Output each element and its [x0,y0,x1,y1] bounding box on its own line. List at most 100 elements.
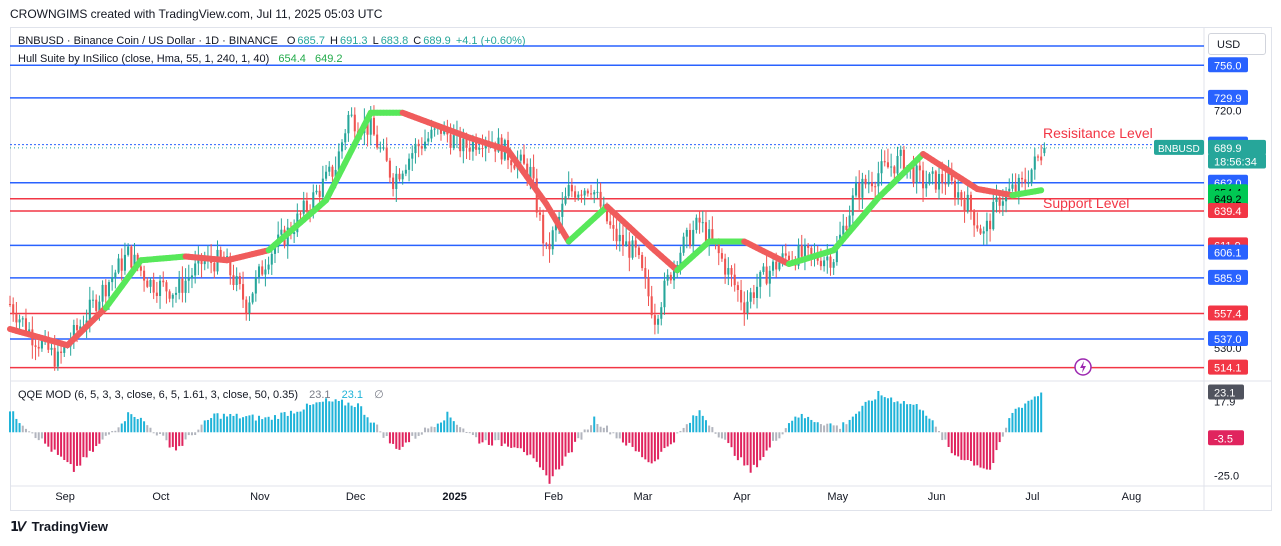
candle [382,138,385,151]
candle [257,263,261,284]
qqe-bar [388,432,391,444]
qqe-bar [826,423,829,433]
qqe-bar [168,432,171,448]
candle [736,281,739,302]
candle [149,277,152,294]
candle [915,159,918,194]
candle-body [768,270,771,284]
qqe-bar [187,432,190,436]
candle-body [928,173,931,184]
qqe-bar [558,432,561,470]
candle [165,280,168,304]
qqe-bar [692,415,695,433]
qqe-bar [669,432,672,445]
candle [698,211,701,234]
candle-body [554,222,557,231]
candle-body [187,278,190,281]
qqe-bar [414,432,417,439]
symbol-legend[interactable]: BNBUSD · Binance Coin / US Dollar · 1D ·… [18,35,528,47]
qqe-bar [280,412,283,433]
candle [803,238,806,271]
candle-body [433,128,436,130]
qqe-bar [382,432,385,438]
candle-body [107,282,111,297]
candle-body [56,351,59,367]
candle [398,168,401,182]
candle-body [481,148,484,150]
candle-body [471,140,474,152]
qqe-bar [695,415,698,433]
candle [982,226,985,245]
candle-body [60,351,63,353]
candle [385,137,388,163]
qqe-bar [516,432,519,449]
currency-button[interactable]: USD [1208,33,1266,55]
qqe-bar [797,417,800,433]
qqe-bar [995,432,998,451]
qqe-label: -3.5 [1214,433,1233,445]
qqe-bar [1030,399,1033,433]
qqe-bar [883,397,886,433]
candle [960,189,963,207]
lightning-icon [1074,358,1092,376]
qqe-bar [644,432,647,460]
qqe-bar [938,431,941,433]
qqe-legend[interactable]: QQE MOD (6, 5, 3, 3, close, 6, 5, 1.61, … [18,388,386,401]
candle [159,275,162,309]
qqe-bar [743,432,746,466]
candle-body [953,180,957,198]
qqe-bar [733,432,736,456]
candle [752,284,755,305]
qqe-bar [210,418,213,433]
candle-body [676,265,679,267]
qqe-bar [641,432,644,458]
candle [756,273,759,309]
candle-body [238,276,241,285]
qqe-bar [823,425,826,433]
qqe-bar [127,412,130,433]
qqe-bar [37,432,40,441]
candle-body [519,154,522,161]
low-label: L [372,35,379,47]
qqe-bar [985,432,988,470]
qqe-bar [666,432,669,447]
candle [934,169,937,193]
candle-body [941,173,944,183]
candle [864,174,867,189]
candle-body [893,166,896,174]
candle [845,216,848,233]
candle-body [139,266,142,271]
candle [146,277,149,289]
candle-body [395,173,398,189]
qqe-bar [98,432,101,444]
candle [650,285,653,319]
qqe-bar [497,432,500,441]
candle-body [149,279,152,287]
candle-body [213,262,216,272]
qqe-bar [60,432,63,457]
candle-body [628,241,631,258]
candle-body [692,229,695,246]
qqe-bar [232,415,235,433]
candle-body [708,229,711,243]
candle-body [883,161,886,163]
tradingview-brand[interactable]: 𝟭𝘝 TradingView [10,519,108,535]
qqe-bar [717,432,720,438]
qqe-bar [762,432,765,457]
candle [966,183,969,214]
qqe-bar [194,432,197,436]
candle [551,226,554,255]
candle-body [902,149,905,174]
candle-body [382,147,385,149]
candle [21,316,24,327]
hull-legend[interactable]: Hull Suite by InSilico (close, Hma, 55, … [18,53,344,65]
candle-body [666,274,669,281]
candle-body [759,271,762,287]
candle-body [1011,184,1014,189]
qqe-bar [957,432,960,457]
candle-body [522,154,526,164]
candle [957,179,960,205]
qqe-bar [203,420,206,433]
candle [928,172,931,186]
